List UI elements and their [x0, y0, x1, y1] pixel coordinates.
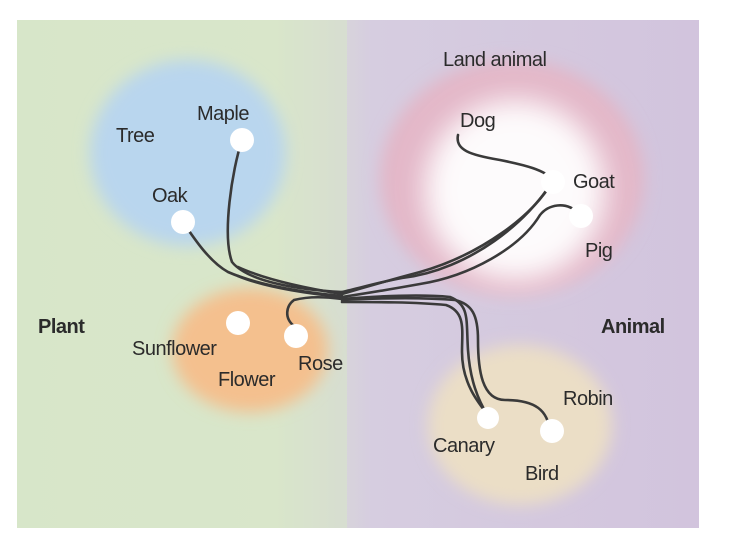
trajectory-maple [226, 138, 344, 294]
trajectory-canary-2 [340, 300, 494, 422]
oak-label: Oak [152, 185, 189, 207]
trajectory-pig [340, 204, 582, 299]
rose-label: Rose [298, 353, 343, 375]
goat-label: Goat [573, 171, 615, 193]
dog-label: Dog [460, 110, 495, 132]
trajectory-sunflower [236, 274, 344, 299]
tree-label: Tree [116, 125, 155, 147]
nodes [171, 128, 593, 443]
node-rose [284, 324, 308, 348]
canary-label: Canary [433, 435, 495, 457]
node-goat [541, 170, 565, 194]
flower-label: Flower [218, 369, 276, 391]
bird-label: Bird [525, 463, 559, 485]
node-pig [569, 204, 593, 228]
land-animal-label: Land animal [443, 49, 547, 71]
pig-label: Pig [585, 240, 612, 262]
robin-label: Robin [563, 388, 613, 410]
node-robin [540, 419, 564, 443]
sunflower-label: Sunflower [132, 338, 217, 360]
node-maple [230, 128, 254, 152]
plant-label: Plant [38, 316, 85, 338]
trajectory-canary [340, 294, 490, 418]
node-oak [171, 210, 195, 234]
land-animal-cluster-core [425, 100, 605, 280]
trajectories [181, 133, 582, 434]
maple-label: Maple [197, 103, 249, 125]
trajectory-goat [340, 178, 555, 296]
tree-cluster [90, 60, 286, 246]
trajectory-extra [236, 265, 344, 296]
trajectory-robin [340, 296, 552, 434]
trajectory-rose [285, 295, 344, 328]
animal-label: Animal [601, 316, 665, 338]
node-canary [477, 407, 499, 429]
bird-cluster [428, 345, 612, 505]
node-sunflower [226, 311, 250, 335]
